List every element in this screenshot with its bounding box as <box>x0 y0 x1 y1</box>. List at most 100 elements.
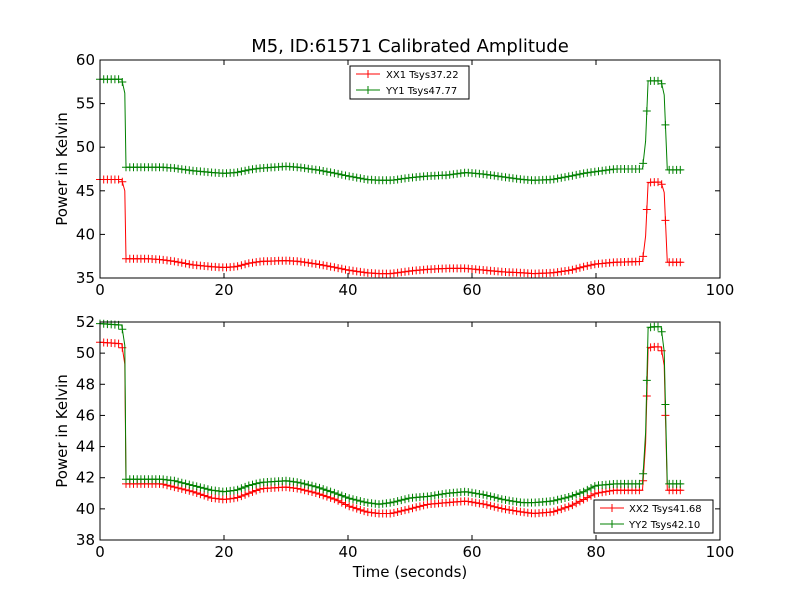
bottom-marker <box>471 498 480 507</box>
bottom-x-axis-label: Time (seconds) <box>352 563 468 581</box>
bottom-marker <box>497 504 506 513</box>
bottom-marker <box>311 482 320 491</box>
top-x-tick-label: 60 <box>462 281 481 299</box>
top-marker <box>118 177 127 186</box>
bottom-y-tick-label: 38 <box>76 531 95 549</box>
top-marker <box>352 173 361 182</box>
bottom-marker <box>475 490 484 498</box>
top-marker <box>557 173 566 182</box>
top-marker <box>241 260 250 269</box>
top-marker <box>661 120 670 129</box>
top-marker <box>241 166 250 175</box>
top-marker <box>568 171 577 180</box>
bottom-marker <box>177 478 186 487</box>
bottom-marker <box>244 489 253 498</box>
bottom-marker <box>549 496 558 505</box>
top-marker <box>322 167 331 176</box>
bottom-marker <box>639 469 648 478</box>
bottom-marker <box>326 487 335 496</box>
bottom-marker <box>635 479 644 488</box>
bottom-y-tick-label: 52 <box>76 313 95 331</box>
bottom-marker <box>468 488 476 497</box>
top-marker <box>635 257 644 266</box>
bottom-marker <box>345 502 354 511</box>
top-y-tick-label: 40 <box>76 225 95 243</box>
top-marker <box>676 258 685 267</box>
bottom-marker <box>508 506 517 515</box>
top-marker <box>345 172 354 181</box>
top-marker <box>568 265 577 274</box>
top-marker <box>337 170 346 179</box>
top-marker <box>341 265 350 274</box>
bottom-marker <box>203 492 212 501</box>
bottom-marker <box>549 507 558 516</box>
bottom-marker <box>322 486 331 495</box>
bottom-x-tick-label: 100 <box>706 543 735 561</box>
bottom-legend-label-yy2: YY2 Tsys42.10 <box>628 520 700 531</box>
bottom-marker <box>561 494 569 502</box>
top-marker <box>654 178 662 187</box>
top-marker <box>508 174 517 183</box>
top-marker <box>572 170 581 179</box>
bottom-x-tick-label: 80 <box>586 543 605 561</box>
bottom-marker <box>572 490 581 499</box>
top-marker <box>642 205 651 214</box>
bottom-y-tick-label: 42 <box>76 469 95 487</box>
bottom-marker <box>233 485 242 494</box>
top-marker <box>579 169 588 178</box>
bottom-marker <box>590 482 599 491</box>
top-marker <box>639 159 648 168</box>
bottom-marker <box>564 493 573 501</box>
top-marker <box>676 165 685 174</box>
bottom-marker <box>200 491 209 500</box>
bottom-x-tick-label: 20 <box>214 543 233 561</box>
bottom-marker <box>572 499 581 508</box>
bottom-marker <box>490 502 499 511</box>
bottom-marker <box>579 495 588 504</box>
bottom-y-tick-label: 40 <box>76 500 95 518</box>
top-marker <box>575 263 584 272</box>
bottom-marker <box>296 479 305 487</box>
bottom-marker <box>601 487 610 496</box>
bottom-marker <box>553 495 562 504</box>
bottom-marker <box>401 506 409 515</box>
bottom-marker <box>319 485 328 494</box>
top-marker <box>642 107 651 115</box>
top-x-tick-label: 20 <box>214 281 233 299</box>
bottom-marker <box>557 505 566 514</box>
top-marker <box>490 171 499 180</box>
top-y-tick-label: 55 <box>76 95 95 113</box>
bottom-marker <box>661 400 670 409</box>
bottom-marker <box>564 502 573 511</box>
top-marker <box>248 258 257 267</box>
top-legend: XX1 Tsys37.22 YY1 Tsys47.77 <box>349 65 470 100</box>
bottom-marker <box>241 482 250 491</box>
bottom-marker <box>490 493 499 502</box>
top-marker <box>233 262 242 271</box>
top-marker <box>170 164 179 173</box>
bottom-marker <box>229 486 238 495</box>
top-marker <box>322 261 331 270</box>
bottom-marker <box>337 491 346 500</box>
top-marker <box>553 174 562 183</box>
top-marker <box>330 263 339 272</box>
bottom-marker <box>360 498 369 506</box>
bottom-marker <box>386 509 395 518</box>
top-marker <box>181 259 190 268</box>
bottom-x-tick-label: 40 <box>338 543 357 561</box>
bottom-marker <box>330 488 339 497</box>
bottom-marker <box>233 493 242 502</box>
bottom-marker <box>293 478 302 487</box>
bottom-marker <box>415 502 424 511</box>
bottom-marker <box>349 503 357 512</box>
top-marker <box>237 167 246 176</box>
bottom-marker <box>546 508 555 517</box>
top-y-tick-label: 50 <box>76 138 95 156</box>
bottom-marker <box>308 481 316 490</box>
bottom-marker <box>181 479 190 488</box>
bottom-marker <box>393 508 402 516</box>
top-marker <box>319 167 328 175</box>
top-marker <box>311 259 320 268</box>
top-y-tick-label: 60 <box>76 51 95 69</box>
top-marker <box>661 216 670 225</box>
